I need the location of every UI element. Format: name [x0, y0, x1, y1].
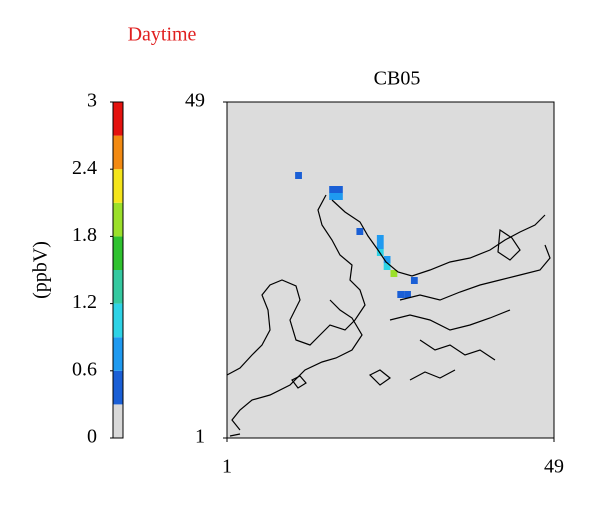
- colorbar-band: [113, 303, 123, 338]
- grid-cell: [295, 172, 302, 179]
- annotation: Daytime: [128, 24, 197, 46]
- colorbar-tick-label: 1.8: [72, 224, 97, 246]
- colorbar-tick-label: 2.4: [72, 157, 97, 179]
- grid-cell: [336, 186, 343, 193]
- colorbar-band: [113, 169, 123, 203]
- y-tick-label: 49: [185, 90, 205, 112]
- colorbar-frame: [112, 101, 124, 439]
- colorbar-band: [113, 404, 123, 438]
- colorbar-band: [113, 102, 123, 136]
- grid-cell: [356, 228, 364, 235]
- colorbar-tick-label: 0.6: [72, 358, 97, 380]
- colorbar-tick-label: 0: [87, 426, 97, 448]
- colorbar-band: [113, 135, 123, 170]
- grid-cell: [410, 277, 418, 284]
- grid-cell: [376, 242, 384, 249]
- grid-cell: [329, 186, 336, 193]
- grid-cell: [390, 270, 398, 277]
- coastline: [226, 194, 551, 437]
- colorbar-tick-label: 1.2: [72, 291, 97, 313]
- colorbar-band: [113, 236, 123, 270]
- grid-cell: [383, 256, 391, 263]
- colorbar-tick-label: 3: [87, 90, 97, 112]
- colorbar-band: [113, 270, 123, 304]
- x-tick-label: 49: [544, 456, 564, 478]
- plot-frame: [226, 101, 555, 439]
- grid-cell: [336, 193, 343, 200]
- grid-cell: [404, 291, 411, 298]
- grid-cell: [397, 291, 405, 298]
- grid-cell: [376, 235, 384, 242]
- x-tick-label: 1: [222, 456, 232, 478]
- colorbar-band: [113, 202, 123, 237]
- colorbar-band: [113, 337, 123, 371]
- grid-cell: [329, 193, 336, 200]
- colorbar-label: (ppbV): [30, 241, 52, 299]
- chart-title: CB05: [374, 68, 421, 90]
- colorbar-band: [113, 370, 123, 405]
- y-tick-label: 1: [195, 426, 205, 448]
- grid-cell: [383, 263, 391, 270]
